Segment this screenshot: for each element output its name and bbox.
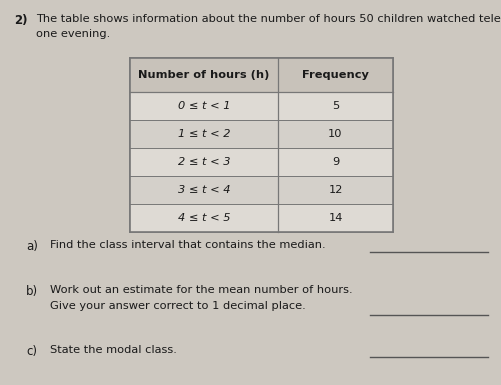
Text: 0 ≤ t < 1: 0 ≤ t < 1 bbox=[177, 101, 230, 111]
Text: one evening.: one evening. bbox=[36, 29, 110, 39]
Text: 14: 14 bbox=[328, 213, 342, 223]
Text: 5: 5 bbox=[331, 101, 339, 111]
Text: Frequency: Frequency bbox=[302, 70, 368, 80]
Text: 2): 2) bbox=[14, 14, 28, 27]
Text: 9: 9 bbox=[331, 157, 339, 167]
Bar bbox=[130, 176, 392, 204]
Text: 3 ≤ t < 4: 3 ≤ t < 4 bbox=[177, 185, 230, 195]
Text: 1 ≤ t < 2: 1 ≤ t < 2 bbox=[177, 129, 230, 139]
Bar bbox=[130, 58, 392, 92]
Text: Give your answer correct to 1 decimal place.: Give your answer correct to 1 decimal pl… bbox=[50, 301, 305, 311]
Text: 4 ≤ t < 5: 4 ≤ t < 5 bbox=[177, 213, 230, 223]
Bar bbox=[130, 92, 392, 120]
Text: 12: 12 bbox=[328, 185, 342, 195]
Text: a): a) bbox=[26, 240, 38, 253]
Bar bbox=[130, 58, 392, 232]
Text: State the modal class.: State the modal class. bbox=[50, 345, 176, 355]
Text: Find the class interval that contains the median.: Find the class interval that contains th… bbox=[50, 240, 325, 250]
Bar bbox=[130, 204, 392, 232]
Bar bbox=[130, 148, 392, 176]
Text: 10: 10 bbox=[328, 129, 342, 139]
Bar bbox=[130, 120, 392, 148]
Text: b): b) bbox=[26, 285, 38, 298]
Text: c): c) bbox=[26, 345, 37, 358]
Text: 2 ≤ t < 3: 2 ≤ t < 3 bbox=[177, 157, 230, 167]
Text: Work out an estimate for the mean number of hours.: Work out an estimate for the mean number… bbox=[50, 285, 352, 295]
Text: Number of hours (h): Number of hours (h) bbox=[138, 70, 269, 80]
Text: The table shows information about the number of hours 50 children watched televi: The table shows information about the nu… bbox=[36, 14, 501, 24]
